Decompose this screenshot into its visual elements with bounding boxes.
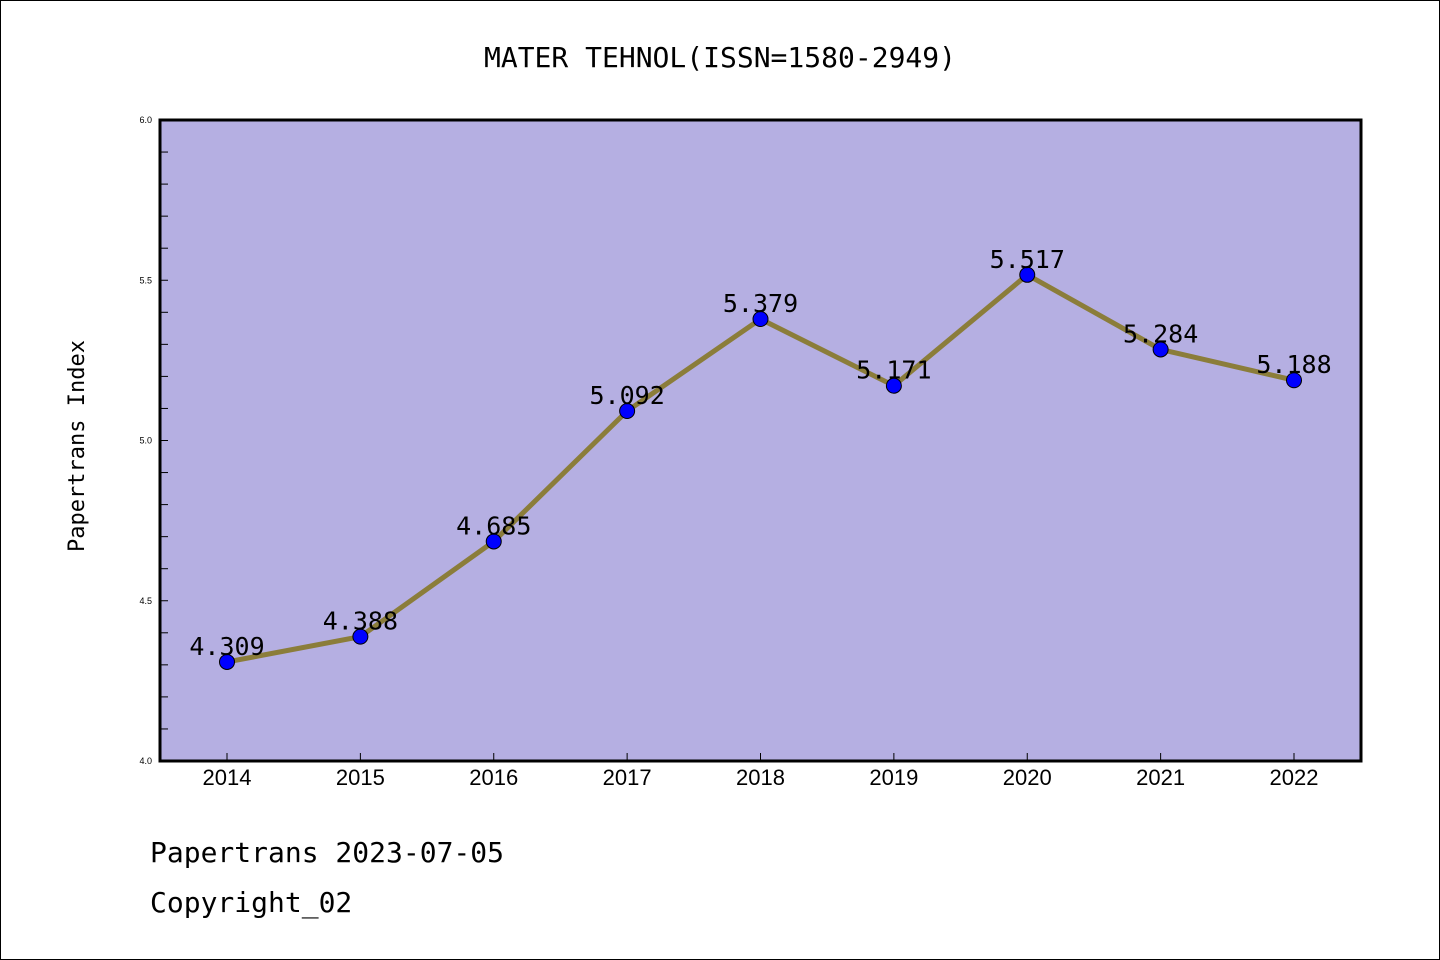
x-tick-label: 2019	[869, 765, 918, 790]
data-point	[1019, 266, 1036, 283]
data-label: 5.188	[1256, 350, 1331, 379]
data-point	[352, 628, 369, 645]
data-point	[885, 377, 902, 394]
x-tick-label: 2020	[1003, 765, 1052, 790]
series-line-group	[219, 266, 1302, 670]
x-tick-label: 2021	[1136, 765, 1185, 790]
data-label: 5.379	[723, 289, 798, 318]
x-tick-label: 2016	[469, 765, 518, 790]
data-point	[752, 311, 769, 328]
x-tick-label: 2018	[736, 765, 785, 790]
y-tick-label: 6.0	[139, 115, 152, 125]
data-label: 4.309	[189, 632, 264, 661]
footer-copyright: Copyright_02	[150, 886, 353, 919]
x-tick-label: 2022	[1270, 765, 1319, 790]
y-axis: 4.0 4.5 5.0 5.5 6.0	[139, 115, 168, 766]
data-point	[485, 533, 502, 550]
data-label: 5.517	[990, 245, 1065, 274]
y-tick-label: 4.0	[139, 756, 152, 766]
x-tick-label: 2015	[336, 765, 385, 790]
data-label: 4.685	[456, 511, 531, 540]
data-point	[219, 653, 235, 670]
footer-date: Papertrans 2023-07-05	[150, 836, 505, 869]
y-tick-label: 5.5	[139, 275, 152, 285]
chart-title: MATER TEHNOL(ISSN=1580-2949)	[484, 41, 956, 74]
y-axis-label: Papertrans Index	[65, 340, 90, 552]
data-label: 5.092	[589, 381, 664, 410]
data-label: 4.388	[323, 607, 398, 636]
data-label: 5.284	[1123, 319, 1198, 348]
data-point	[619, 403, 636, 420]
x-tick-label: 2014	[203, 765, 252, 790]
data-label: 5.171	[856, 356, 931, 385]
y-tick-label: 5.0	[139, 436, 152, 446]
y-tick-label: 4.5	[139, 596, 152, 606]
plot-area	[158, 118, 1363, 763]
x-tick-label: 2017	[603, 765, 652, 790]
data-point	[1152, 341, 1169, 358]
data-labels: 4.309 4.388 4.685 5.092 5.379 5.171 5.517 5.284…	[189, 245, 1331, 661]
data-point	[1286, 372, 1302, 389]
x-axis: 2014 2015 2016 2017 2018 2019 2020 2021 2022	[203, 753, 1319, 790]
